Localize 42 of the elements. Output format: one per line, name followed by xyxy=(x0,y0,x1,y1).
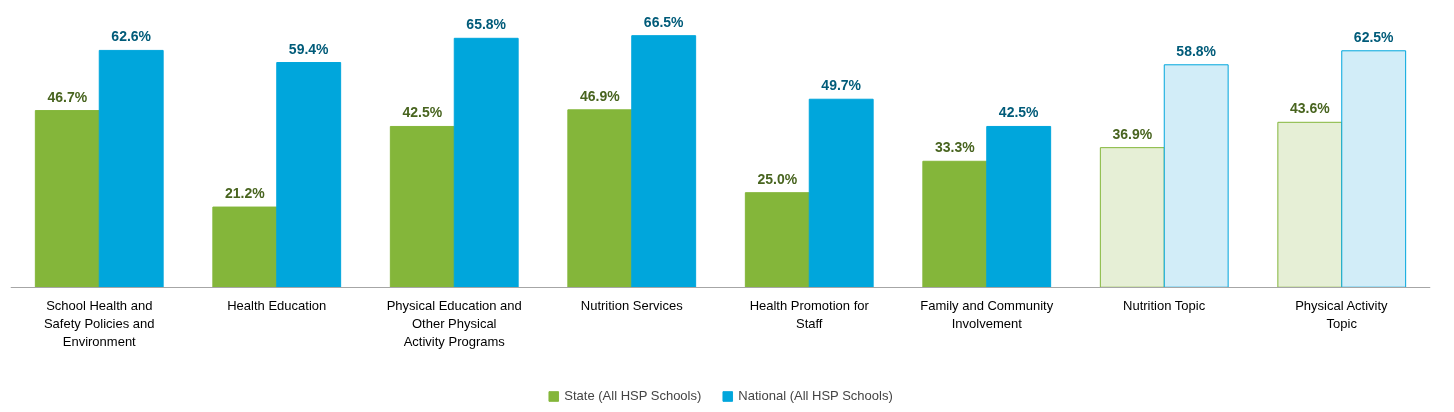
data-label: 43.6% xyxy=(1289,100,1331,117)
bar xyxy=(1277,121,1343,288)
bar xyxy=(212,206,278,288)
bar xyxy=(986,125,1052,288)
bar xyxy=(631,35,697,288)
bar xyxy=(1341,50,1407,288)
bar xyxy=(567,109,633,288)
bar xyxy=(453,37,519,288)
bar xyxy=(389,125,455,288)
bar xyxy=(922,160,988,288)
data-label: 42.5% xyxy=(998,104,1040,121)
data-label: 65.8% xyxy=(466,16,507,33)
bar xyxy=(98,49,164,288)
legend-label: National (All HSP Schools) xyxy=(738,388,893,403)
bar xyxy=(1099,147,1165,288)
data-label: 62.5% xyxy=(1353,28,1395,45)
data-label: 49.7% xyxy=(821,77,862,94)
data-label: 59.4% xyxy=(288,40,330,57)
data-label: 25.0% xyxy=(757,170,798,187)
bar xyxy=(808,98,874,288)
legend-label: State (All HSP Schools) xyxy=(564,388,702,403)
x-tick-label: School Health and Safety Policies and Environment xyxy=(43,298,155,350)
data-label: 36.9% xyxy=(1112,125,1153,142)
data-label: 66.5% xyxy=(643,13,685,30)
data-label: 42.5% xyxy=(402,104,443,121)
bar xyxy=(34,110,100,288)
data-label: 21.2% xyxy=(224,185,266,202)
x-tick-label: Nutrition Services xyxy=(580,298,684,314)
data-label: 46.9% xyxy=(579,87,621,104)
x-tick-label: Physical Education and Other Physical Activity Programs xyxy=(386,298,522,350)
x-tick-label: Health Promotion for Staff xyxy=(749,298,870,332)
data-label: 46.7% xyxy=(47,88,88,105)
x-tick-label: Physical Activity Topic xyxy=(1295,298,1389,332)
bar xyxy=(276,62,342,288)
data-label: 58.8% xyxy=(1176,42,1217,59)
data-label: 33.3% xyxy=(934,139,976,156)
bar xyxy=(744,192,810,288)
bar xyxy=(1163,64,1229,288)
x-tick-label: Health Education xyxy=(227,298,327,314)
data-label: 62.6% xyxy=(111,28,152,45)
x-tick-label: Nutrition Topic xyxy=(1123,298,1206,314)
x-tick-label: Family and Community Involvement xyxy=(920,298,1054,332)
